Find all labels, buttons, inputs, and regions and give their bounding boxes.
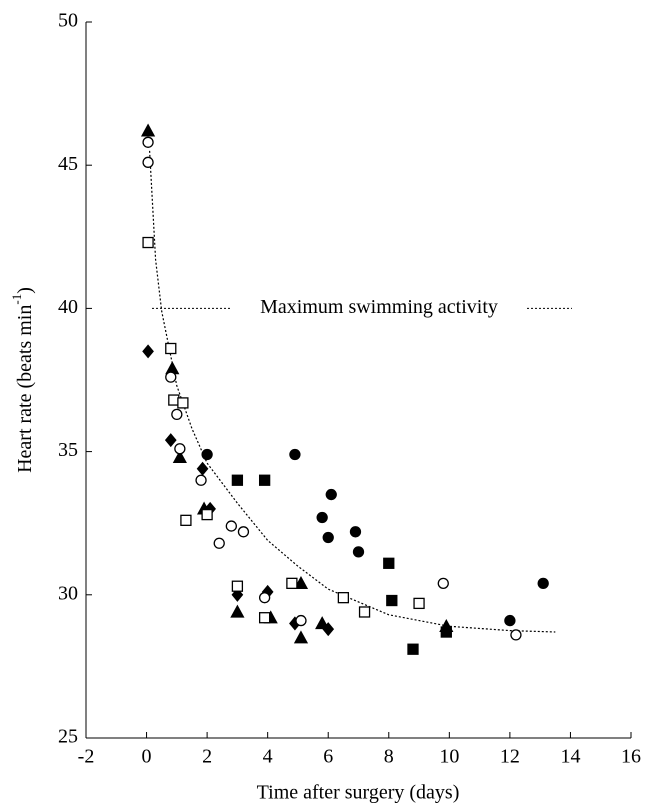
x-tick-label: 0 xyxy=(142,746,152,768)
point xyxy=(174,443,186,455)
point xyxy=(322,531,334,544)
point xyxy=(439,618,454,632)
point xyxy=(180,514,192,526)
point xyxy=(231,474,244,486)
x-tick-label: 16 xyxy=(621,746,641,768)
x-axis-label: Time after surgery (days) xyxy=(257,782,460,804)
x-tick-label: 8 xyxy=(384,746,394,768)
point xyxy=(142,236,154,249)
point xyxy=(231,580,244,592)
point xyxy=(142,344,154,359)
point xyxy=(293,575,309,589)
point xyxy=(172,449,187,463)
point xyxy=(349,526,362,538)
x-tick-label: 4 xyxy=(263,746,273,768)
point xyxy=(230,604,245,618)
point xyxy=(142,136,154,148)
point xyxy=(437,577,449,589)
y-tick-label: 50 xyxy=(58,10,78,32)
point xyxy=(165,371,177,383)
point xyxy=(177,397,189,409)
point xyxy=(165,342,177,355)
point xyxy=(383,557,395,569)
point xyxy=(286,577,298,589)
point xyxy=(510,629,522,641)
point xyxy=(358,606,371,618)
point xyxy=(142,156,154,168)
point xyxy=(337,592,350,604)
point xyxy=(295,614,307,627)
y-axis-label-sup: -1 xyxy=(9,294,24,305)
point xyxy=(289,448,301,461)
point xyxy=(225,520,237,532)
point xyxy=(504,614,516,627)
y-tick-label: 40 xyxy=(58,296,78,318)
point xyxy=(316,511,328,524)
y-tick-label: 45 xyxy=(58,153,78,175)
point xyxy=(196,461,209,476)
x-tick-label: 2 xyxy=(202,746,212,768)
y-tick-label: 35 xyxy=(58,439,78,461)
point xyxy=(258,612,271,624)
y-tick-label: 30 xyxy=(58,582,78,604)
y-tick-label: 25 xyxy=(58,726,78,748)
point xyxy=(171,408,183,421)
point xyxy=(258,474,271,486)
point xyxy=(413,597,425,610)
x-tick-label: 12 xyxy=(500,746,520,768)
x-tick-label: 6 xyxy=(323,746,333,768)
point xyxy=(293,630,309,644)
point xyxy=(537,577,549,589)
point xyxy=(352,546,365,558)
point xyxy=(325,488,337,501)
point xyxy=(315,616,330,630)
point xyxy=(386,594,398,607)
point xyxy=(201,508,213,521)
point xyxy=(195,474,207,486)
point xyxy=(140,123,156,137)
point xyxy=(213,537,225,549)
point xyxy=(322,622,335,637)
point xyxy=(237,526,250,538)
x-tick-label: -2 xyxy=(78,746,95,768)
x-tick-label: 10 xyxy=(439,746,459,768)
y-axis-label: Heart rate (beats min-1) xyxy=(9,287,36,473)
y-axis-label-text: Heart rate (beats min xyxy=(14,305,36,473)
y-axis-label-end: ) xyxy=(14,287,36,294)
point xyxy=(164,433,177,448)
x-tick-label: 14 xyxy=(560,746,580,768)
point xyxy=(258,592,271,604)
annotation-text: Maximum swimming activity xyxy=(260,296,498,318)
point xyxy=(201,448,213,461)
point xyxy=(407,643,419,655)
fit-curve xyxy=(149,150,556,633)
